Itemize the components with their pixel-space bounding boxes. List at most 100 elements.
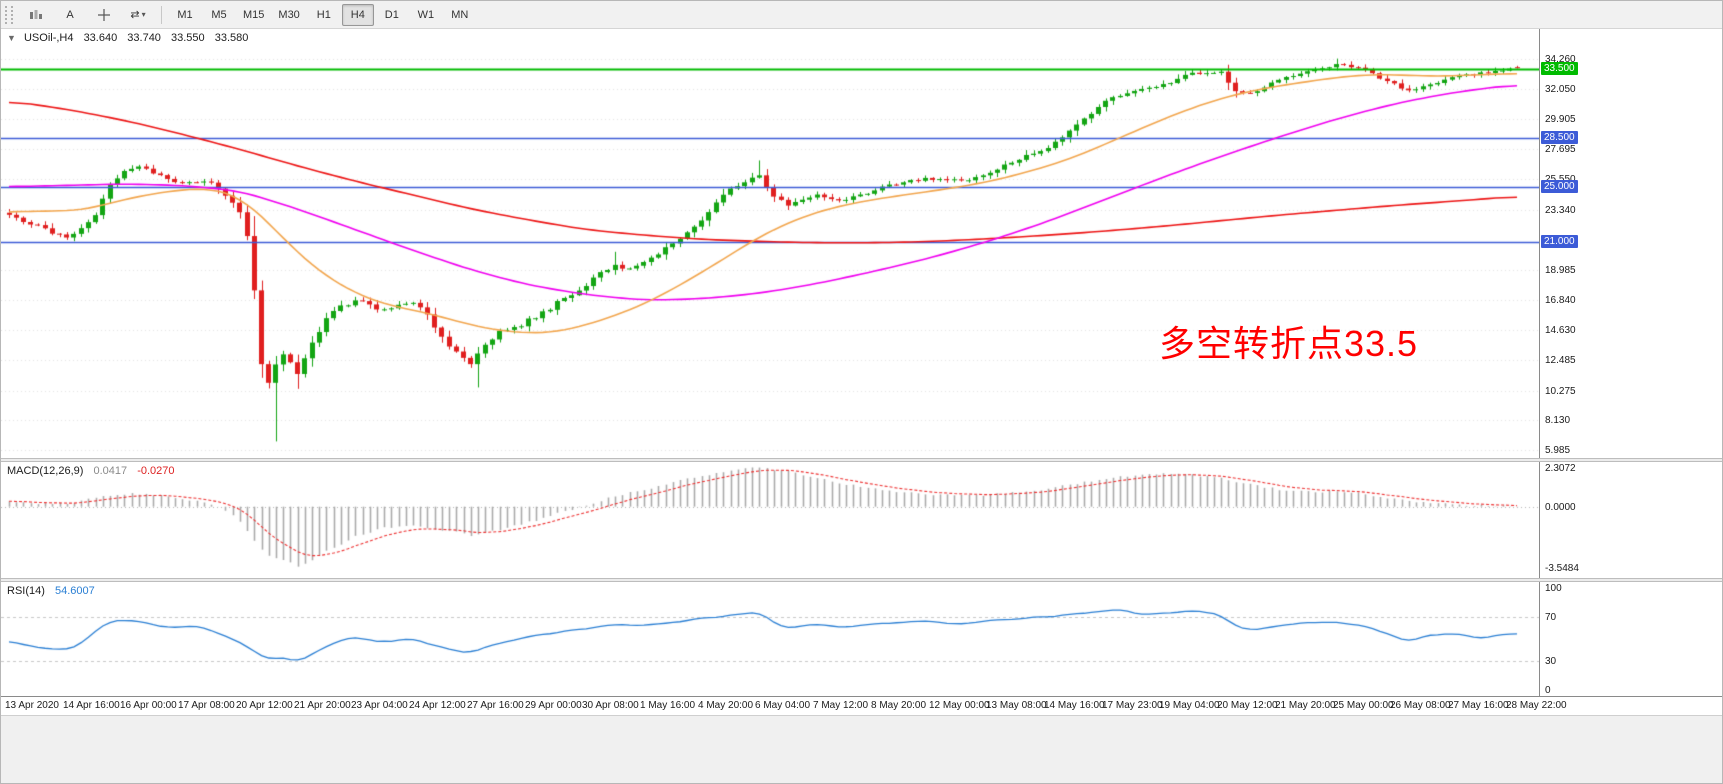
price-tick-label: 29.905 bbox=[1545, 114, 1576, 125]
time-axis-label: 29 Apr 00:00 bbox=[525, 700, 582, 711]
timeframe-button-group: M1 M5 M15 M30 H1 H4 D1 W1 MN bbox=[168, 3, 477, 26]
price-axis[interactable]: 34.260 32.050 29.905 27.695 25.550 23.340 18.9… bbox=[1539, 29, 1722, 458]
time-axis-label: 12 May 00:00 bbox=[929, 700, 990, 711]
time-axis-label: 8 May 20:00 bbox=[871, 700, 927, 711]
high-value: 33.740 bbox=[127, 32, 161, 44]
cycle-arrows-icon: ⇄ bbox=[130, 9, 140, 21]
time-axis-label: 24 Apr 12:00 bbox=[409, 700, 466, 711]
price-tick-label: 5.985 bbox=[1545, 445, 1571, 456]
toolbar: A ⇄ ▾ M1 M5 M15 M30 H1 H4 D1 W1 MN bbox=[1, 1, 1722, 29]
timeframe-button-h1[interactable]: H1 bbox=[316, 8, 331, 21]
time-axis-label: 4 May 20:00 bbox=[698, 700, 754, 711]
timeframe-button-m30[interactable]: M30 bbox=[278, 8, 300, 21]
price-line-label: 25.000 bbox=[1541, 180, 1578, 193]
macd-main-value: 0.0417 bbox=[93, 465, 128, 477]
price-tick-label: 10.275 bbox=[1545, 386, 1576, 397]
chart-text-annotation[interactable]: 多空转折点33.5 bbox=[1159, 323, 1419, 364]
macd-title: MACD(12,26,9) bbox=[7, 465, 84, 477]
time-axis-label: 27 May 16:00 bbox=[1448, 700, 1509, 711]
one-click-collapse-icon[interactable]: ▼ bbox=[7, 33, 16, 43]
open-value: 33.640 bbox=[83, 32, 118, 44]
chart-type-button[interactable] bbox=[20, 4, 52, 26]
macd-axis[interactable]: 2.3072 0.0000 -3.5484 bbox=[1539, 462, 1722, 578]
time-axis-label: 13 Apr 2020 bbox=[5, 700, 59, 711]
price-tick-label: 23.340 bbox=[1545, 205, 1576, 216]
rsi-pane: RSI(14) 54.6007 100 70 30 0 bbox=[1, 582, 1722, 696]
pane-splitter[interactable] bbox=[1, 578, 1722, 582]
time-axis-label: 26 May 08:00 bbox=[1390, 700, 1451, 711]
time-axis-label: 1 May 16:00 bbox=[640, 700, 696, 711]
rsi-chart-canvas[interactable] bbox=[1, 582, 1539, 696]
crosshair-icon bbox=[98, 8, 110, 21]
chart-icon bbox=[30, 9, 42, 19]
rsi-tick-label: 70 bbox=[1545, 612, 1557, 623]
time-axis-label: 19 May 04:00 bbox=[1159, 700, 1220, 711]
toolbar-grip[interactable] bbox=[5, 5, 13, 24]
time-axis-label: 23 Apr 04:00 bbox=[351, 700, 408, 711]
cycle-button[interactable]: ⇄ ▾ bbox=[122, 4, 154, 26]
timeframe-button-mn[interactable]: MN bbox=[451, 8, 469, 21]
price-tick-label: 12.485 bbox=[1545, 355, 1576, 366]
price-tick-label: 14.630 bbox=[1545, 325, 1576, 336]
rsi-header: RSI(14) 54.6007 bbox=[7, 585, 95, 597]
time-axis-label: 17 Apr 08:00 bbox=[178, 700, 235, 711]
timeframe-button-w1[interactable]: W1 bbox=[417, 8, 435, 21]
price-tick-label: 16.840 bbox=[1545, 295, 1576, 306]
rsi-value: 54.6007 bbox=[54, 585, 95, 597]
timeframe-button-m1[interactable]: M1 bbox=[177, 8, 193, 21]
macd-signal-value: -0.0270 bbox=[137, 465, 175, 477]
macd-header: MACD(12,26,9) 0.0417 -0.0270 bbox=[7, 465, 175, 477]
time-axis-label: 21 May 20:00 bbox=[1275, 700, 1336, 711]
symbol-period-label: USOil-,H4 bbox=[23, 32, 74, 44]
chart-ohlc-header: ▼ USOil-,H4 33.640 33.740 33.550 33.580 bbox=[7, 32, 248, 44]
price-tick-label: 27.695 bbox=[1545, 144, 1576, 155]
cursor-button[interactable]: A bbox=[54, 4, 86, 26]
window-bottom-area bbox=[1, 715, 1722, 783]
cursor-button-label: A bbox=[66, 8, 74, 21]
time-axis-label: 21 Apr 20:00 bbox=[294, 700, 351, 711]
rsi-tick-label: 100 bbox=[1545, 583, 1562, 594]
timeframe-button-m15[interactable]: M15 bbox=[243, 8, 265, 21]
price-tick-label: 25.550 bbox=[1545, 174, 1576, 185]
pane-splitter[interactable] bbox=[1, 458, 1722, 462]
price-pane: ▼ USOil-,H4 33.640 33.740 33.550 33.580 … bbox=[1, 29, 1722, 458]
time-axis-label: 20 Apr 12:00 bbox=[236, 700, 293, 711]
rsi-tick-label: 30 bbox=[1545, 656, 1557, 667]
toolbar-separator bbox=[161, 5, 162, 24]
time-axis-label: 14 May 16:00 bbox=[1044, 700, 1105, 711]
macd-tick-label: -3.5484 bbox=[1545, 563, 1579, 574]
time-axis-label: 7 May 12:00 bbox=[813, 700, 869, 711]
timeframe-button-h4[interactable]: H4 bbox=[341, 3, 374, 26]
chevron-down-icon: ▾ bbox=[141, 10, 146, 19]
macd-chart-canvas[interactable] bbox=[1, 462, 1539, 578]
time-axis-label: 17 May 23:00 bbox=[1102, 700, 1163, 711]
price-tick-label: 18.985 bbox=[1545, 265, 1576, 276]
price-line-label: 28.500 bbox=[1541, 131, 1578, 144]
close-value: 33.580 bbox=[214, 32, 249, 44]
time-axis[interactable]: 13 Apr 2020 14 Apr 16:00 16 Apr 00:00 17 Ap… bbox=[1, 696, 1722, 715]
price-tick-label: 32.050 bbox=[1545, 84, 1576, 95]
time-axis-label: 16 Apr 00:00 bbox=[120, 700, 177, 711]
crosshair-button[interactable] bbox=[88, 4, 120, 26]
macd-pane: MACD(12,26,9) 0.0417 -0.0270 2.3072 0.000… bbox=[1, 462, 1722, 578]
rsi-axis[interactable]: 100 70 30 0 bbox=[1539, 582, 1722, 696]
price-tick-label: 34.260 bbox=[1545, 54, 1576, 65]
time-axis-label: 30 Apr 08:00 bbox=[582, 700, 639, 711]
time-axis-label: 14 Apr 16:00 bbox=[63, 700, 120, 711]
price-tick-label: 8.130 bbox=[1545, 415, 1571, 426]
low-value: 33.550 bbox=[171, 32, 205, 44]
timeframe-button-m5[interactable]: M5 bbox=[211, 8, 227, 21]
price-line-label: 33.500 bbox=[1541, 62, 1578, 75]
price-chart-canvas[interactable] bbox=[1, 29, 1539, 458]
timeframe-button-d1[interactable]: D1 bbox=[384, 8, 399, 21]
rsi-tick-label: 0 bbox=[1545, 685, 1551, 696]
time-axis-label: 25 May 00:00 bbox=[1333, 700, 1394, 711]
macd-tick-label: 0.0000 bbox=[1545, 502, 1576, 513]
time-axis-label: 13 May 08:00 bbox=[986, 700, 1047, 711]
time-axis-label: 6 May 04:00 bbox=[755, 700, 811, 711]
time-axis-label: 28 May 22:00 bbox=[1506, 700, 1567, 711]
rsi-title: RSI(14) bbox=[7, 585, 45, 597]
price-line-label: 21.000 bbox=[1541, 235, 1578, 248]
macd-tick-label: 2.3072 bbox=[1545, 463, 1576, 474]
